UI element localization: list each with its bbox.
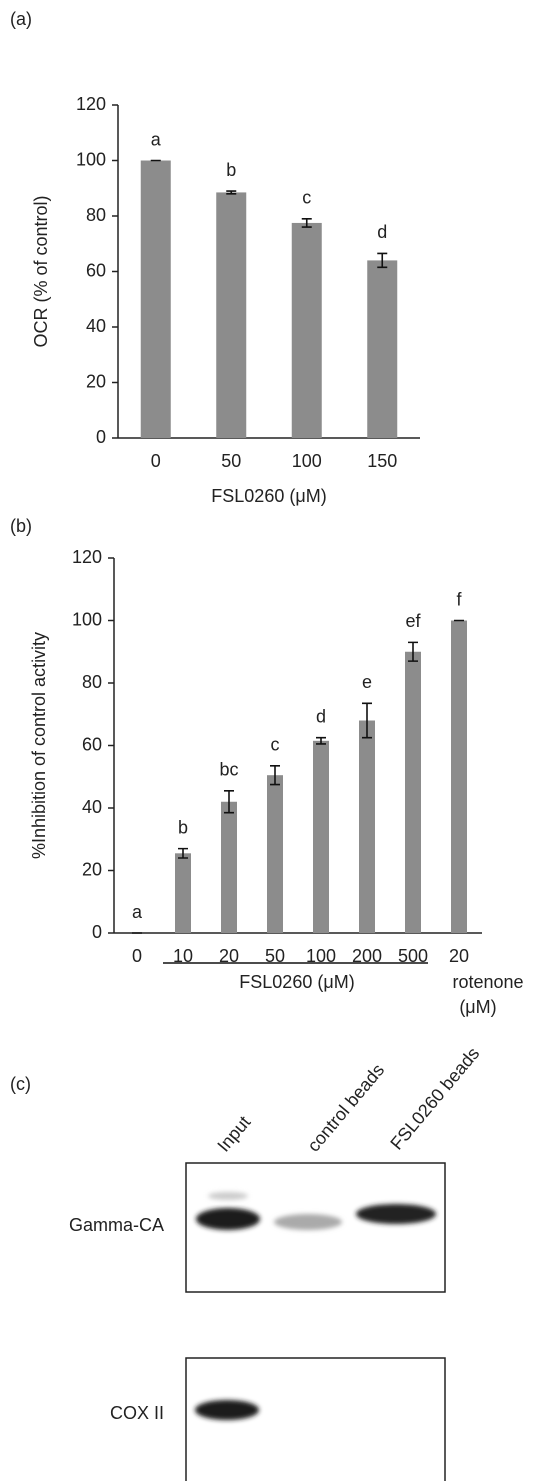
figure: (c) Input control beads FSL0260 beads Ga… xyxy=(0,0,535,1481)
bar xyxy=(359,721,375,934)
significance-letter: c xyxy=(302,188,311,208)
y-tick-label: 40 xyxy=(86,316,106,336)
x-tick-label: 100 xyxy=(292,451,322,471)
band xyxy=(274,1214,342,1230)
significance-letter: ef xyxy=(405,611,421,631)
bar xyxy=(292,223,322,438)
bar xyxy=(405,652,421,933)
panel-label: (b) xyxy=(10,516,32,536)
x-tick-label: 0 xyxy=(151,451,161,471)
y-tick-label: 0 xyxy=(96,427,106,447)
band xyxy=(196,1208,260,1230)
group-label: rotenone xyxy=(452,972,523,992)
bar xyxy=(313,741,329,933)
y-tick-label: 100 xyxy=(72,609,102,629)
x-tick-label: 50 xyxy=(221,451,241,471)
panel-label: (c) xyxy=(10,1074,31,1094)
row-label: COX II xyxy=(110,1403,164,1423)
bar xyxy=(175,853,191,933)
significance-letter: bc xyxy=(219,760,238,780)
significance-letter: c xyxy=(271,735,280,755)
band xyxy=(356,1204,436,1224)
y-tick-label: 120 xyxy=(76,94,106,114)
bar xyxy=(451,621,467,934)
row-label: Gamma-CA xyxy=(69,1215,164,1235)
significance-letter: d xyxy=(316,706,326,726)
bar xyxy=(216,192,246,438)
y-tick-label: 80 xyxy=(86,205,106,225)
y-axis-label: OCR (% of control) xyxy=(31,195,51,347)
page: (c) Input control beads FSL0260 beads Ga… xyxy=(0,0,535,1481)
y-tick-label: 20 xyxy=(82,859,102,879)
significance-letter: a xyxy=(151,129,162,149)
bar xyxy=(367,260,397,438)
x-tick-label: 0 xyxy=(132,946,142,966)
lane-label: Input xyxy=(213,1112,254,1156)
lane-label: control beads xyxy=(303,1060,388,1156)
band xyxy=(208,1192,248,1200)
y-tick-label: 60 xyxy=(82,734,102,754)
y-tick-label: 0 xyxy=(92,922,102,942)
significance-letter: a xyxy=(132,902,143,922)
significance-letter: e xyxy=(362,672,372,692)
panel-label: (a) xyxy=(10,9,32,29)
y-tick-label: 120 xyxy=(72,547,102,567)
band xyxy=(195,1400,259,1420)
bar xyxy=(267,775,283,933)
bar xyxy=(141,161,171,439)
significance-letter: f xyxy=(456,589,462,609)
significance-letter: b xyxy=(226,160,236,180)
y-tick-label: 80 xyxy=(82,672,102,692)
bar xyxy=(221,802,237,933)
x-axis-label: FSL0260 (μM) xyxy=(211,486,326,506)
x-tick-label: 150 xyxy=(367,451,397,471)
significance-letter: d xyxy=(377,222,387,242)
x-axis-label: FSL0260 (μM) xyxy=(239,972,354,992)
lane-label: FSL0260 beads xyxy=(386,1043,483,1153)
y-tick-label: 100 xyxy=(76,149,106,169)
significance-letter: b xyxy=(178,817,188,837)
y-tick-label: 60 xyxy=(86,260,106,280)
x-tick-label: 20 xyxy=(449,946,469,966)
y-tick-label: 20 xyxy=(86,371,106,391)
y-tick-label: 40 xyxy=(82,797,102,817)
y-axis-label: %Inhibition of control activity xyxy=(29,632,49,859)
group-label: (μM) xyxy=(459,997,496,1017)
